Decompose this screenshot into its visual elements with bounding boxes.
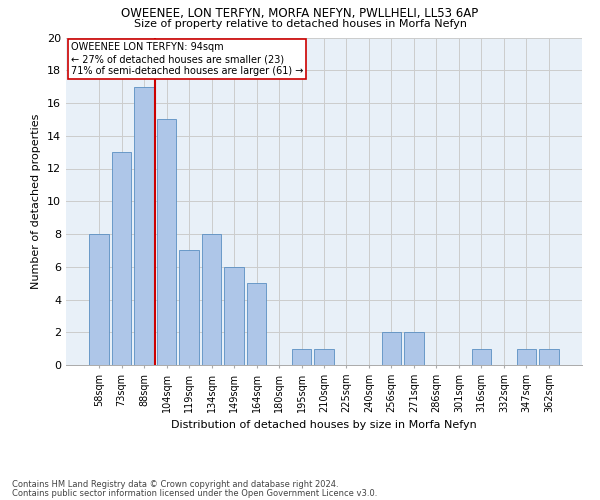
Bar bbox=[539, 348, 559, 365]
Text: Size of property relative to detached houses in Morfa Nefyn: Size of property relative to detached ho… bbox=[133, 19, 467, 29]
Bar bbox=[404, 332, 424, 365]
X-axis label: Distribution of detached houses by size in Morfa Nefyn: Distribution of detached houses by size … bbox=[171, 420, 477, 430]
Bar bbox=[517, 348, 536, 365]
Bar bbox=[202, 234, 221, 365]
Bar bbox=[472, 348, 491, 365]
Bar bbox=[224, 267, 244, 365]
Y-axis label: Number of detached properties: Number of detached properties bbox=[31, 114, 41, 289]
Bar bbox=[157, 120, 176, 365]
Bar bbox=[247, 283, 266, 365]
Bar bbox=[112, 152, 131, 365]
Bar bbox=[292, 348, 311, 365]
Bar bbox=[382, 332, 401, 365]
Text: Contains public sector information licensed under the Open Government Licence v3: Contains public sector information licen… bbox=[12, 488, 377, 498]
Bar bbox=[134, 86, 154, 365]
Text: OWEENEE LON TERFYN: 94sqm
← 27% of detached houses are smaller (23)
71% of semi-: OWEENEE LON TERFYN: 94sqm ← 27% of detac… bbox=[71, 42, 304, 76]
Bar bbox=[314, 348, 334, 365]
Text: Contains HM Land Registry data © Crown copyright and database right 2024.: Contains HM Land Registry data © Crown c… bbox=[12, 480, 338, 489]
Bar bbox=[89, 234, 109, 365]
Bar bbox=[179, 250, 199, 365]
Text: OWEENEE, LON TERFYN, MORFA NEFYN, PWLLHELI, LL53 6AP: OWEENEE, LON TERFYN, MORFA NEFYN, PWLLHE… bbox=[121, 8, 479, 20]
